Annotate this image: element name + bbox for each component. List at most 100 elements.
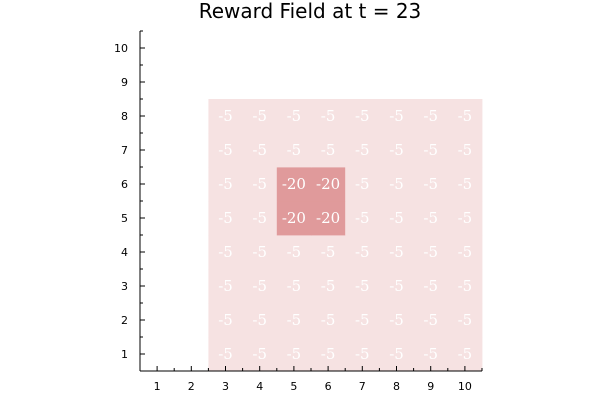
cell-value-label: -20 bbox=[282, 175, 306, 193]
cell-value-label: -5 bbox=[355, 107, 370, 125]
cell-value-label: -5 bbox=[218, 345, 233, 363]
heatmap-cell bbox=[242, 201, 278, 236]
cell-value-label: -5 bbox=[423, 209, 438, 227]
cell-value-label: -5 bbox=[252, 141, 267, 159]
cell-value-label: -5 bbox=[287, 311, 302, 329]
y-tick-label: 7 bbox=[121, 144, 128, 157]
heatmap-cell bbox=[447, 133, 483, 168]
heatmap-cell bbox=[311, 167, 346, 202]
cell-value-label: -5 bbox=[355, 345, 370, 363]
cell-value-label: -5 bbox=[287, 277, 302, 295]
cell-value-label: -5 bbox=[389, 277, 404, 295]
cell-value-label: -5 bbox=[458, 107, 473, 125]
heatmap-cell bbox=[413, 337, 449, 372]
heatmap-cell bbox=[447, 269, 483, 304]
x-tick-label: 7 bbox=[359, 380, 366, 393]
cell-value-label: -5 bbox=[458, 209, 473, 227]
heatmap-cell bbox=[242, 99, 278, 134]
heatmap-cell bbox=[311, 269, 346, 304]
heatmap-cell bbox=[447, 303, 483, 338]
heatmap-cell bbox=[311, 99, 346, 134]
cell-value-label: -5 bbox=[389, 175, 404, 193]
cell-value-label: -5 bbox=[423, 345, 438, 363]
heatmap-cell bbox=[413, 303, 449, 338]
heatmap-cell bbox=[345, 337, 380, 372]
heatmap-cell bbox=[345, 99, 380, 134]
heatmap-cell bbox=[413, 133, 449, 168]
heatmap-cell bbox=[413, 99, 449, 134]
cell-value-label: -5 bbox=[252, 209, 267, 227]
cell-value-label: -5 bbox=[389, 345, 404, 363]
heatmap-cell bbox=[276, 167, 312, 202]
heatmap-cell bbox=[242, 337, 278, 372]
cell-value-label: -5 bbox=[458, 311, 473, 329]
y-tick-label: 1 bbox=[121, 348, 128, 361]
cell-value-label: -5 bbox=[355, 277, 370, 295]
heatmap-cell bbox=[242, 235, 278, 270]
cell-value-label: -5 bbox=[218, 311, 233, 329]
heatmap-cell bbox=[276, 133, 312, 168]
cell-value-label: -5 bbox=[389, 243, 404, 261]
y-tick-label: 10 bbox=[114, 42, 128, 55]
cell-value-label: -5 bbox=[321, 141, 336, 159]
cell-value-label: -5 bbox=[252, 277, 267, 295]
heatmap-cell bbox=[208, 99, 243, 134]
heatmap-cell bbox=[276, 235, 312, 270]
heatmap-cell bbox=[208, 235, 243, 270]
cell-value-label: -20 bbox=[316, 175, 340, 193]
heatmap-cell bbox=[379, 303, 414, 338]
heatmap-cell bbox=[379, 99, 414, 134]
heatmap-cell bbox=[276, 269, 312, 304]
heatmap-cell bbox=[379, 133, 414, 168]
cell-value-label: -5 bbox=[321, 107, 336, 125]
ticks-layer: 1 2 3 4 5 6 7 8 9 10 1 2 3 4 5 6 7 8 9 10 bbox=[114, 30, 483, 393]
cell-value-label: -5 bbox=[321, 311, 336, 329]
heatmap-cell bbox=[311, 303, 346, 338]
heatmap-cell bbox=[276, 201, 312, 236]
x-tick-label: 6 bbox=[325, 380, 332, 393]
x-tick-label: 1 bbox=[154, 380, 161, 393]
heatmap-cell bbox=[379, 337, 414, 372]
heatmap-cell bbox=[311, 201, 346, 236]
heatmap-cell bbox=[242, 133, 278, 168]
cell-value-label: -5 bbox=[252, 345, 267, 363]
heatmap-cell bbox=[447, 337, 483, 372]
cell-value-label: -5 bbox=[321, 345, 336, 363]
heatmap-cell bbox=[447, 201, 483, 236]
chart-title: Reward Field at t = 23 bbox=[199, 0, 422, 23]
cell-value-label: -5 bbox=[355, 175, 370, 193]
cell-value-label: -5 bbox=[389, 311, 404, 329]
cell-value-label: -5 bbox=[458, 277, 473, 295]
y-tick-label: 5 bbox=[121, 212, 128, 225]
heatmap-cell bbox=[311, 133, 346, 168]
y-tick-label: 4 bbox=[121, 246, 128, 259]
cell-value-label: -5 bbox=[423, 277, 438, 295]
y-tick-label: 8 bbox=[121, 110, 128, 123]
heatmap-cell bbox=[413, 167, 449, 202]
heatmap-cell bbox=[311, 337, 346, 372]
heatmap-cell bbox=[345, 133, 380, 168]
cell-value-label: -5 bbox=[252, 175, 267, 193]
cells-layer bbox=[208, 99, 483, 372]
cell-value-label: -20 bbox=[316, 209, 340, 227]
cell-value-label: -5 bbox=[389, 107, 404, 125]
heatmap-cell bbox=[311, 235, 346, 270]
heatmap-cell bbox=[276, 337, 312, 372]
cell-value-label: -5 bbox=[458, 345, 473, 363]
heatmap-cell bbox=[242, 269, 278, 304]
x-tick-label: 2 bbox=[188, 380, 195, 393]
y-tick-label: 3 bbox=[121, 280, 128, 293]
x-tick-label: 5 bbox=[290, 380, 297, 393]
cell-value-label: -5 bbox=[218, 243, 233, 261]
y-tick-label: 6 bbox=[121, 178, 128, 191]
cell-value-label: -5 bbox=[355, 311, 370, 329]
cell-value-label: -5 bbox=[287, 107, 302, 125]
x-tick-label: 4 bbox=[256, 380, 263, 393]
heatmap-cell bbox=[345, 201, 380, 236]
cell-value-label: -5 bbox=[458, 175, 473, 193]
cell-value-label: -5 bbox=[218, 209, 233, 227]
cell-value-label: -5 bbox=[458, 243, 473, 261]
cell-value-label: -20 bbox=[282, 209, 306, 227]
